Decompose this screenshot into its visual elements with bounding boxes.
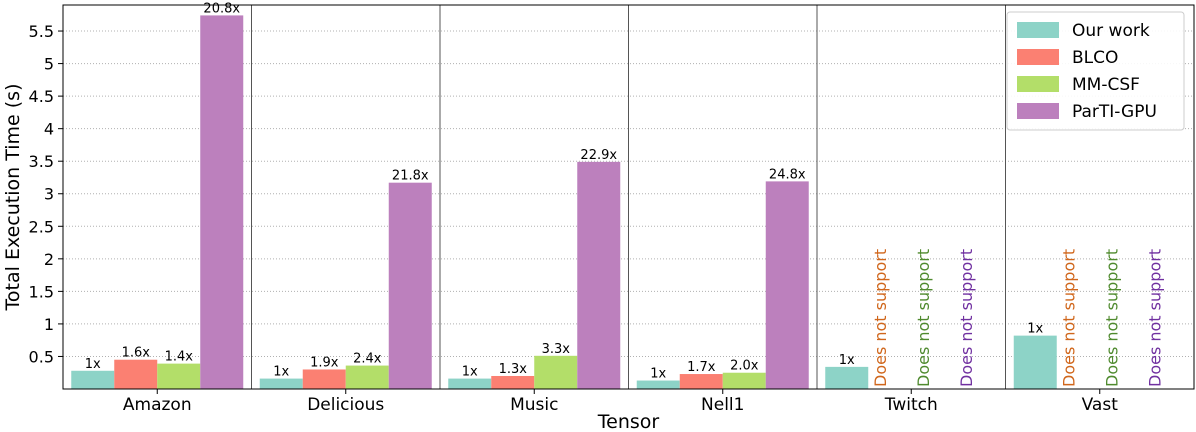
data-label-blco-music: 1.3x xyxy=(499,362,528,377)
data-label-blco-nell1: 1.7x xyxy=(687,360,716,375)
data-label-mm-csf-music: 3.3x xyxy=(542,342,571,357)
data-label-our-work-twitch: 1x xyxy=(839,353,855,368)
unsupported-label-blco-vast: Does not support xyxy=(1059,249,1078,387)
bar-mm-csf-nell1 xyxy=(722,372,766,389)
bar-our-work-nell1 xyxy=(636,380,680,389)
legend-swatch-blco xyxy=(1017,49,1059,65)
bar-our-work-amazon xyxy=(71,370,115,389)
x-tick-label-vast: Vast xyxy=(1082,395,1119,415)
data-label-parti-gpu-music: 22.9x xyxy=(580,148,617,163)
x-axis-title: Tensor xyxy=(597,411,660,432)
data-label-mm-csf-amazon: 1.4x xyxy=(165,350,194,365)
y-tick-label: 4.5 xyxy=(29,87,54,106)
unsupported-label-mm-csf-twitch: Does not support xyxy=(914,249,933,387)
bars xyxy=(71,15,1057,389)
y-tick-label: 3.5 xyxy=(29,152,54,171)
data-label-our-work-delicious: 1x xyxy=(273,365,289,380)
bar-blco-amazon xyxy=(114,359,158,389)
y-axis-title: Total Execution Time (s) xyxy=(2,84,24,312)
data-label-our-work-nell1: 1x xyxy=(650,367,666,382)
data-label-blco-amazon: 1.6x xyxy=(122,346,151,361)
bar-mm-csf-music xyxy=(534,355,578,389)
legend-label-parti-gpu: ParTI-GPU xyxy=(1072,102,1157,122)
category-separators xyxy=(251,5,1006,389)
legend-swatch-parti-gpu xyxy=(1017,103,1059,119)
bar-blco-nell1 xyxy=(679,374,723,389)
data-label-mm-csf-nell1: 2.0x xyxy=(730,359,759,374)
y-tick-label: 5.5 xyxy=(29,22,54,41)
y-tick-label: 1.5 xyxy=(29,282,54,301)
bar-mm-csf-amazon xyxy=(157,363,201,389)
legend-box xyxy=(1006,11,1185,131)
data-label-blco-delicious: 1.9x xyxy=(310,355,339,370)
bar-parti-gpu-nell1 xyxy=(765,181,809,389)
y-tick-label: 2 xyxy=(44,250,54,269)
unsupported-label-mm-csf-vast: Does not support xyxy=(1102,249,1121,387)
bar-blco-delicious xyxy=(302,369,346,389)
bar-parti-gpu-music xyxy=(577,161,621,389)
legend: Our work BLCO MM-CSF ParTI-GPU xyxy=(1006,11,1185,131)
legend-swatch-our-work xyxy=(1017,22,1059,38)
x-axis: Amazon Delicious Music Nell1 Twitch Vast xyxy=(123,389,1118,415)
y-tick-label: 3 xyxy=(44,185,54,204)
y-tick-label: 0.5 xyxy=(29,347,54,366)
unsupported-label-parti-gpu-vast: Does not support xyxy=(1145,249,1164,387)
bar-our-work-delicious xyxy=(259,378,303,389)
x-tick-label-twitch: Twitch xyxy=(884,395,938,415)
data-label-our-work-amazon: 1x xyxy=(85,357,101,372)
x-tick-label-music: Music xyxy=(510,395,558,415)
data-label-parti-gpu-delicious: 21.8x xyxy=(392,169,429,184)
x-tick-label-delicious: Delicious xyxy=(307,395,384,415)
bar-our-work-music xyxy=(448,378,492,389)
plot-frame xyxy=(62,4,1195,390)
bar-our-work-vast xyxy=(1013,335,1057,389)
y-axis: 0.5 1 1.5 2 2.5 3 3.5 4 4.5 5 5.5 xyxy=(29,22,63,366)
data-labels: 1x 1.6x 1.4x 20.8x 1x 1.9x 2.4x 21.8x 1x 1.3x 3.3x… xyxy=(85,1,1164,387)
data-label-parti-gpu-amazon: 20.8x xyxy=(203,1,240,16)
legend-label-our-work: Our work xyxy=(1072,21,1150,41)
x-tick-label-amazon: Amazon xyxy=(123,395,192,415)
data-label-mm-csf-delicious: 2.4x xyxy=(353,352,382,367)
y-tick-label: 1 xyxy=(44,315,54,334)
y-tick-label: 2.5 xyxy=(29,217,54,236)
bar-parti-gpu-amazon xyxy=(200,15,244,389)
bar-mm-csf-delicious xyxy=(345,365,389,389)
bar-parti-gpu-delicious xyxy=(388,182,432,389)
data-label-parti-gpu-nell1: 24.8x xyxy=(769,167,806,182)
bar-blco-music xyxy=(491,375,535,389)
x-tick-label-nell1: Nell1 xyxy=(701,395,744,415)
legend-label-mm-csf: MM-CSF xyxy=(1072,75,1140,95)
legend-label-blco: BLCO xyxy=(1072,48,1118,68)
y-tick-label: 5 xyxy=(44,55,54,74)
data-label-our-work-music: 1x xyxy=(462,365,478,380)
unsupported-label-blco-twitch: Does not support xyxy=(871,249,890,387)
legend-swatch-mm-csf xyxy=(1017,76,1059,92)
data-label-our-work-vast: 1x xyxy=(1027,322,1043,337)
unsupported-label-parti-gpu-twitch: Does not support xyxy=(957,249,976,387)
bar-our-work-twitch xyxy=(825,366,869,389)
y-tick-label: 4 xyxy=(44,120,54,139)
